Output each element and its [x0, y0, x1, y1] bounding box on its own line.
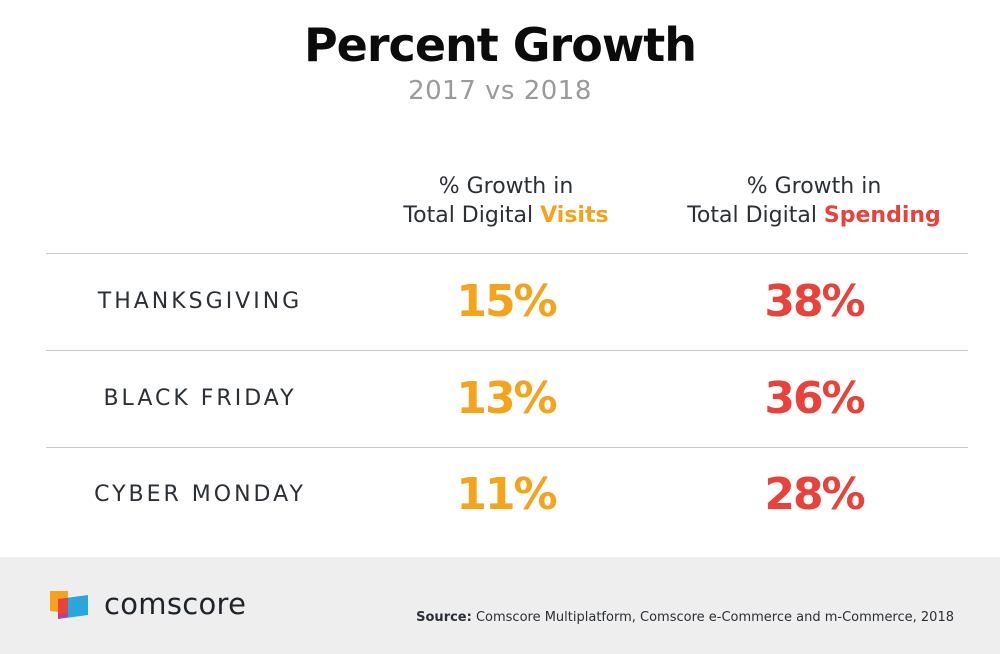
source-text: Comscore Multiplatform, Comscore e-Comme…: [471, 610, 954, 625]
column-header-visits-highlight: Visits: [540, 203, 609, 228]
divider-header: [46, 253, 968, 254]
column-header-visits: % Growth in Total Digital Visits: [346, 172, 666, 230]
value-visits-cyber-monday: 11%: [456, 469, 557, 520]
value-visits-thanksgiving: 15%: [456, 276, 557, 327]
column-header-visits-line1: % Growth in: [438, 174, 574, 199]
column-header-visits-prefix: Total Digital: [403, 203, 541, 228]
column-header-spending-line2: Total Digital Spending: [654, 201, 974, 230]
chart-title: Percent Growth: [303, 18, 697, 72]
column-header-visits-line2: Total Digital Visits: [346, 201, 666, 230]
value-visits-black-friday: 13%: [456, 373, 557, 424]
comscore-logo-icon: [50, 591, 88, 619]
comscore-logo-text: comscore: [104, 587, 247, 621]
column-header-spending: % Growth in Total Digital Spending: [654, 172, 974, 230]
column-header-spending-prefix: Total Digital: [687, 203, 824, 228]
source-label: Source:: [416, 610, 472, 625]
footer: comscore Source: Comscore Multiplatform,…: [0, 557, 1000, 654]
chart-subtitle: 2017 vs 2018: [408, 76, 592, 106]
value-spending-cyber-monday: 28%: [764, 469, 865, 520]
row-label-cyber-monday: CYBER MONDAY: [94, 482, 306, 507]
row-label-thanksgiving: THANKSGIVING: [97, 289, 303, 314]
column-header-spending-highlight: Spending: [823, 203, 941, 228]
value-spending-thanksgiving: 38%: [764, 276, 865, 327]
divider-row-2: [46, 447, 968, 448]
column-header-spending-line1: % Growth in: [746, 174, 882, 199]
source-note: Source: Comscore Multiplatform, Comscore…: [416, 610, 954, 625]
divider-row-1: [46, 350, 968, 351]
value-spending-black-friday: 36%: [764, 373, 865, 424]
row-label-black-friday: BLACK FRIDAY: [103, 386, 297, 411]
